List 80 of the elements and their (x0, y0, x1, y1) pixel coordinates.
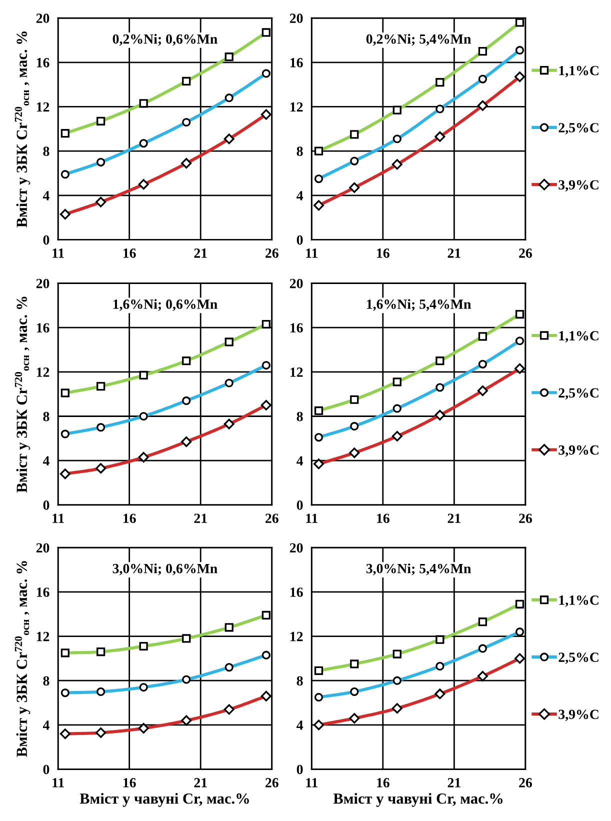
x-tick-label: 11 (306, 514, 318, 523)
x-tick-label: 16 (377, 778, 390, 788)
x-tick-label: 21 (194, 248, 207, 258)
y-tick-label: 4 (296, 456, 304, 466)
x-tick-label: 16 (123, 248, 136, 258)
y-tick-label: 12 (290, 368, 303, 377)
legend-label: 3,9%C (558, 710, 598, 722)
x-tick-label: 26 (519, 514, 532, 524)
y-tick-label: 4 (42, 720, 50, 730)
y-tick-label: 0 (296, 235, 303, 245)
x-tick-label: 26 (519, 778, 532, 788)
x-tick-label: 26 (519, 248, 532, 258)
x-tick-label: 16 (123, 778, 136, 788)
y-tick-label: 0 (296, 500, 303, 510)
y-tick-label: 16 (36, 323, 50, 333)
y-tick-label: 12 (36, 102, 50, 112)
x-tick-label: 16 (377, 514, 390, 524)
y-axis-title: Вміст у ЗБК Cr$^{720}$$_{осн}$ , мас. % (14, 32, 30, 228)
x-tick-label: 26 (266, 248, 278, 258)
y-tick-label: 4 (42, 456, 50, 466)
text: 3,0%Ni; 0,6%Mn (112, 563, 218, 576)
y-tick-label: 8 (43, 676, 50, 686)
text: 0,2%Ni; 5,4%Mn (366, 34, 471, 46)
y-tick-label: 16 (290, 588, 303, 597)
legend-label: 3,9%C (558, 445, 598, 457)
y-tick-label: 4 (296, 191, 304, 200)
x-tick-label: 11 (52, 248, 64, 258)
legend-label: 1,1%C (559, 595, 598, 607)
y-tick-label: 20 (290, 278, 303, 288)
x-tick-label: 11 (52, 514, 64, 523)
x-tick-label: 16 (123, 514, 136, 524)
y-tick-label: 8 (296, 412, 303, 422)
x-tick-label: 16 (377, 248, 390, 258)
y-tick-label: 20 (290, 14, 303, 24)
x-tick-label: 26 (266, 514, 278, 524)
x-tick-label: 11 (306, 248, 318, 258)
legend-label: 3,9%C (558, 180, 598, 192)
x-tick-label: 21 (194, 778, 207, 788)
legend-label: 1,1%C (559, 331, 598, 342)
y-tick-label: 4 (296, 720, 304, 730)
legend-label: 1,1%C (559, 66, 598, 78)
y-tick-label: 8 (43, 146, 50, 156)
x-tick-label: 21 (194, 514, 207, 523)
x-tick-label: 11 (52, 778, 64, 788)
x-axis-title: Вміст у чавуні Cr, мас.% (80, 792, 249, 807)
text: 0,2%Ni; 0,6%Mn (112, 34, 218, 46)
y-tick-label: 20 (36, 278, 50, 288)
y-tick-label: 16 (36, 588, 50, 597)
y-tick-label: 0 (43, 235, 50, 245)
x-tick-label: 21 (448, 778, 460, 788)
x-tick-label: 11 (306, 778, 318, 788)
y-tick-label: 12 (290, 632, 303, 642)
y-tick-label: 4 (42, 191, 50, 200)
legend-label: 2,5%C (558, 652, 598, 664)
y-tick-label: 8 (296, 676, 303, 686)
y-tick-label: 0 (296, 764, 303, 774)
y-tick-label: 0 (43, 500, 50, 510)
text: 1,6%Ni; 0,6%Mn (113, 299, 218, 311)
y-tick-label: 20 (290, 543, 303, 553)
y-tick-label: 20 (36, 14, 50, 24)
y-tick-label: 12 (36, 368, 50, 377)
y-tick-label: 20 (36, 543, 50, 553)
y-tick-label: 16 (290, 323, 303, 333)
y-axis-title: Вміст у ЗБК Cr$^{720}$$_{осн}$ , мас. % (14, 296, 30, 493)
x-axis-title: Вміст у чавуні Cr, мас.% (333, 792, 502, 807)
text: 3,0%Ni; 5,4%Mn (366, 563, 471, 576)
y-tick-label: 8 (296, 146, 303, 156)
y-tick-label: 16 (290, 58, 303, 68)
x-tick-label: 21 (448, 514, 460, 523)
y-axis-title: Вміст у ЗБК Cr$^{720}$$_{осн}$ , мас. % (14, 561, 30, 757)
legend-label: 2,5%C (558, 388, 598, 400)
y-tick-label: 12 (290, 102, 303, 112)
y-tick-label: 12 (36, 632, 50, 642)
y-tick-label: 0 (43, 764, 50, 774)
legend-label: 2,5%C (558, 123, 598, 134)
y-tick-label: 16 (36, 58, 50, 68)
text: 1,6%Ni; 5,4%Mn (366, 299, 471, 311)
x-tick-label: 21 (448, 248, 460, 258)
y-tick-label: 8 (43, 412, 50, 422)
x-tick-label: 26 (266, 778, 278, 788)
